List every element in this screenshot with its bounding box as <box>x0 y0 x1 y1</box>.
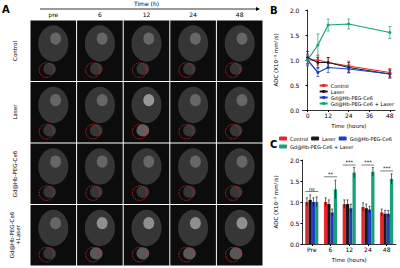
svg-text:ADC (X10⁻³ mm²/s): ADC (X10⁻³ mm²/s) <box>273 175 279 228</box>
svg-text:Gd@Hb-PEG-Ce6 + Laser: Gd@Hb-PEG-Ce6 + Laser <box>290 144 354 150</box>
svg-text:Gd@Hb-PEG-Ce6 + Laser: Gd@Hb-PEG-Ce6 + Laser <box>331 101 395 107</box>
svg-text:Laser: Laser <box>330 88 345 95</box>
svg-text:1.0: 1.0 <box>290 199 300 206</box>
svg-text:1.5: 1.5 <box>290 32 300 39</box>
html-text:48: 48 <box>235 11 244 18</box>
svg-text:Control: Control <box>290 136 308 142</box>
svg-text:0: 0 <box>306 112 310 119</box>
svg-text:Laser: Laser <box>322 136 337 142</box>
svg-text:***: *** <box>364 159 372 165</box>
svg-text:Time (hours): Time (hours) <box>330 123 366 129</box>
svg-text:***: *** <box>383 165 391 171</box>
html-text:pre: pre <box>48 11 59 18</box>
svg-text:C: C <box>270 139 277 150</box>
svg-text:0.5: 0.5 <box>290 82 300 89</box>
svg-text:1.0: 1.0 <box>290 57 300 64</box>
svg-text:36: 36 <box>365 112 373 119</box>
svg-text:1.5: 1.5 <box>290 178 300 185</box>
html-text:Gd@Hb-PEG-Ce6: Gd@Hb-PEG-Ce6 <box>11 150 18 198</box>
html-text:Gd@Hb-PEG-Ce6 +Laser: Gd@Hb-PEG-Ce6 +Laser <box>8 211 21 259</box>
svg-text:0.5: 0.5 <box>290 220 300 227</box>
html-text:Laser: Laser <box>11 104 18 120</box>
svg-text:Gd@Hb-PEG-Ce6: Gd@Hb-PEG-Ce6 <box>330 94 373 101</box>
svg-text:12: 12 <box>345 246 353 253</box>
svg-text:Time (hours): Time (hours) <box>331 257 367 263</box>
html-text:Control: Control <box>11 40 18 61</box>
svg-text:6: 6 <box>329 246 333 253</box>
svg-text:0.0: 0.0 <box>290 241 300 248</box>
svg-text:2.0: 2.0 <box>290 7 300 14</box>
html-text:Time (h): Time (h) <box>134 0 159 7</box>
svg-text:0.0: 0.0 <box>290 107 300 114</box>
svg-text:**: ** <box>328 171 334 177</box>
svg-text:Pre: Pre <box>307 246 317 253</box>
svg-text:24: 24 <box>364 246 372 253</box>
html-text:12: 12 <box>142 11 151 18</box>
html-text:A: A <box>2 4 10 15</box>
svg-text:ns: ns <box>309 186 315 192</box>
svg-text:2.0: 2.0 <box>290 157 300 164</box>
svg-text:24: 24 <box>345 112 353 119</box>
html-text:24: 24 <box>189 11 197 18</box>
svg-text:Gd@Hb-PEG-Ce6: Gd@Hb-PEG-Ce6 <box>350 136 392 142</box>
svg-text:***: *** <box>345 159 353 165</box>
html-text:6: 6 <box>98 11 102 18</box>
svg-text:48: 48 <box>386 112 394 119</box>
svg-text:B: B <box>270 5 278 16</box>
svg-text:ADC (X10⁻³ mm²/s): ADC (X10⁻³ mm²/s) <box>273 33 279 86</box>
svg-text:Control: Control <box>330 82 349 89</box>
svg-text:48: 48 <box>383 246 391 253</box>
svg-text:12: 12 <box>324 112 332 119</box>
